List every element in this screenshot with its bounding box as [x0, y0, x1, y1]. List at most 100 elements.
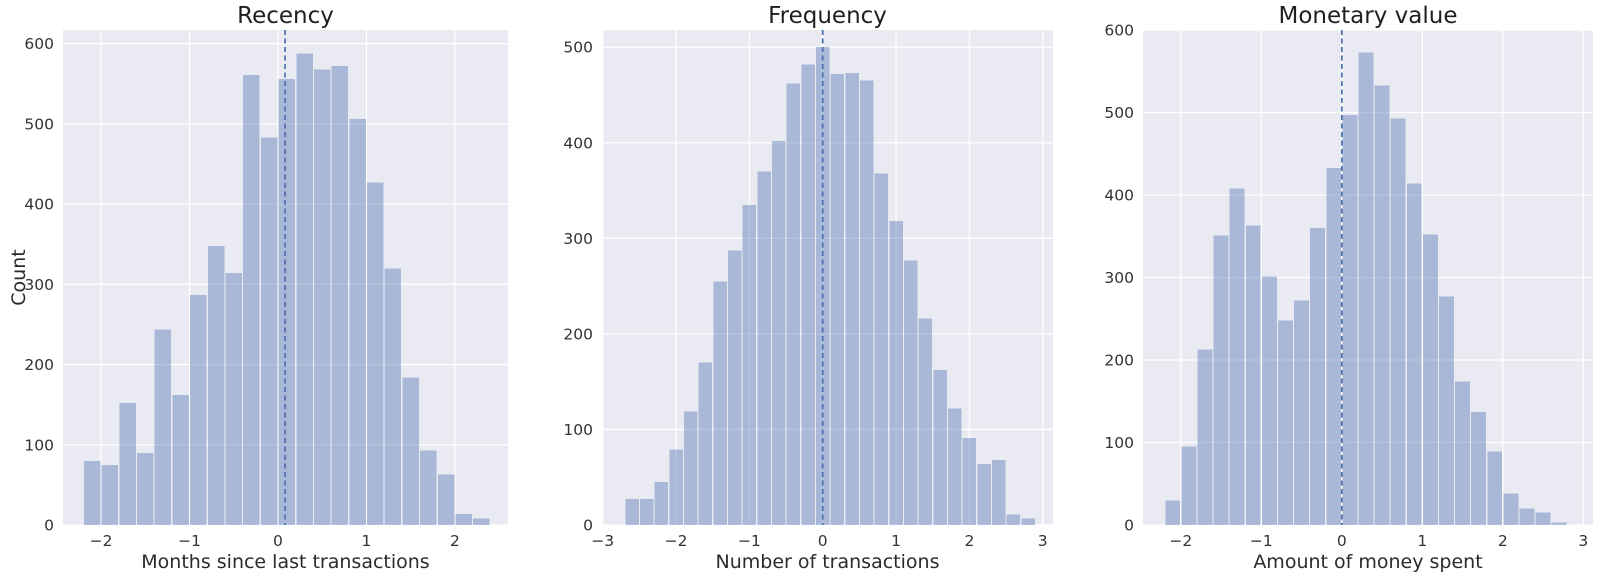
x-tick-label: 3: [1038, 532, 1048, 550]
y-tick-label: 0: [44, 517, 54, 535]
histogram-bar: [473, 518, 490, 525]
x-tick-label: 0: [1337, 532, 1347, 550]
histogram-bar: [1455, 381, 1471, 525]
histogram-bar: [757, 171, 771, 525]
histogram-bar: [728, 250, 742, 526]
histogram-bar: [420, 450, 437, 525]
histogram-bar: [137, 452, 154, 525]
histogram-bar: [1245, 225, 1261, 525]
histogram-bar: [313, 69, 331, 525]
histogram-bar: [260, 137, 278, 525]
histogram-bar: [1551, 522, 1567, 525]
y-tick-label: 600: [1104, 22, 1134, 40]
histogram-bar: [83, 460, 101, 525]
histogram-bar: [1165, 500, 1181, 525]
histogram-bar: [1519, 508, 1535, 525]
x-tick-label: 2: [964, 532, 974, 550]
x-axis-label: Amount of money spent: [1253, 551, 1482, 573]
x-tick-label: −2: [90, 532, 113, 550]
x-tick-label: −2: [1169, 532, 1192, 550]
histogram-bar: [904, 260, 918, 525]
histogram-bar: [190, 294, 207, 525]
y-tick-label: 400: [24, 196, 54, 214]
y-tick-label: 0: [583, 517, 593, 535]
histogram-bar: [1278, 320, 1293, 525]
histogram-bar: [1021, 518, 1035, 525]
x-axis-label: Months since last transactions: [141, 551, 429, 573]
histogram-bar: [1535, 512, 1551, 526]
histogram-bar: [172, 395, 189, 525]
histogram-bar: [977, 463, 991, 525]
histogram-bar: [296, 53, 313, 526]
y-tick-label: 500: [1104, 104, 1134, 122]
histogram-bars: [83, 53, 490, 526]
histogram-bar: [1471, 411, 1487, 525]
x-tick-label: 3: [1578, 532, 1588, 550]
histogram-bar: [845, 73, 859, 525]
y-tick-label: 200: [1104, 352, 1134, 370]
x-tick-label: −3: [591, 532, 614, 550]
x-tick-label: 2: [450, 532, 460, 550]
x-tick-label: −2: [665, 532, 688, 550]
histogram-bar: [207, 245, 225, 525]
histogram-bar: [889, 221, 903, 525]
histogram-bar: [1374, 85, 1390, 525]
y-tick-label: 100: [24, 436, 54, 454]
histogram-bar: [1229, 188, 1245, 525]
histogram-bar: [437, 474, 455, 525]
chart-title: Frequency: [768, 3, 887, 29]
histogram-bar: [625, 499, 639, 525]
histogram-bar: [1310, 228, 1326, 525]
y-tick-label: 200: [24, 356, 54, 374]
histogram-bar: [918, 318, 933, 525]
histogram-bar: [874, 173, 889, 525]
x-tick-label: −1: [1250, 532, 1273, 550]
y-tick-label: 400: [563, 134, 593, 152]
y-tick-label: 400: [1104, 187, 1134, 205]
plot-background: [602, 30, 1053, 525]
histogram-bars: [1165, 52, 1567, 526]
x-tick-label: −1: [178, 532, 201, 550]
histogram-bar: [830, 73, 845, 526]
histogram-bar: [1422, 234, 1438, 525]
histogram-bar: [1358, 52, 1374, 525]
chart-monetary-value: 0 100 200 300 400 500 600 −2 −1 0 1 2 3 Monetary valu…: [1104, 3, 1593, 573]
histogram-bar: [331, 66, 349, 525]
histogram-bar: [1503, 493, 1519, 525]
x-tick-label: 1: [1417, 532, 1427, 550]
histogram-bar: [1326, 167, 1342, 525]
histogram-bar: [154, 329, 172, 525]
histogram-bars: [625, 47, 1035, 526]
histogram-bar: [119, 403, 136, 525]
x-tick-label: −1: [738, 532, 761, 550]
y-tick-label: 300: [1104, 269, 1134, 287]
y-tick-label: 600: [24, 35, 54, 53]
histogram-bar: [402, 377, 419, 525]
histogram-bar: [278, 78, 296, 525]
histogram-bar: [992, 460, 1006, 525]
y-tick-label: 500: [563, 39, 593, 57]
histogram-bar: [455, 513, 473, 525]
histogram-bar: [349, 119, 366, 526]
x-axis-label: Number of transactions: [716, 551, 940, 573]
histogram-bar: [948, 408, 962, 525]
y-tick-label: 100: [1104, 434, 1134, 452]
histogram-bar: [933, 370, 947, 525]
histogram-bar: [1213, 235, 1229, 525]
y-tick-label: 300: [563, 230, 593, 248]
chart-recency: 0 100 200 300 400 500 600 −2 −1 0 1 2 Recency Months …: [8, 3, 508, 573]
histogram-bar: [101, 464, 119, 525]
histogram-bar: [1294, 300, 1310, 525]
x-tick-label: 0: [273, 532, 283, 550]
y-tick-label: 100: [563, 421, 593, 439]
histogram-bar: [786, 83, 801, 525]
histogram-bar: [1261, 276, 1277, 525]
histogram-bar: [654, 482, 669, 525]
histogram-bar: [1390, 118, 1406, 526]
histogram-bar: [742, 204, 757, 525]
gridlines: [602, 30, 1053, 526]
x-tick-label: 2: [1498, 532, 1508, 550]
histogram-bar: [801, 64, 815, 526]
x-tick-label: 1: [362, 532, 372, 550]
